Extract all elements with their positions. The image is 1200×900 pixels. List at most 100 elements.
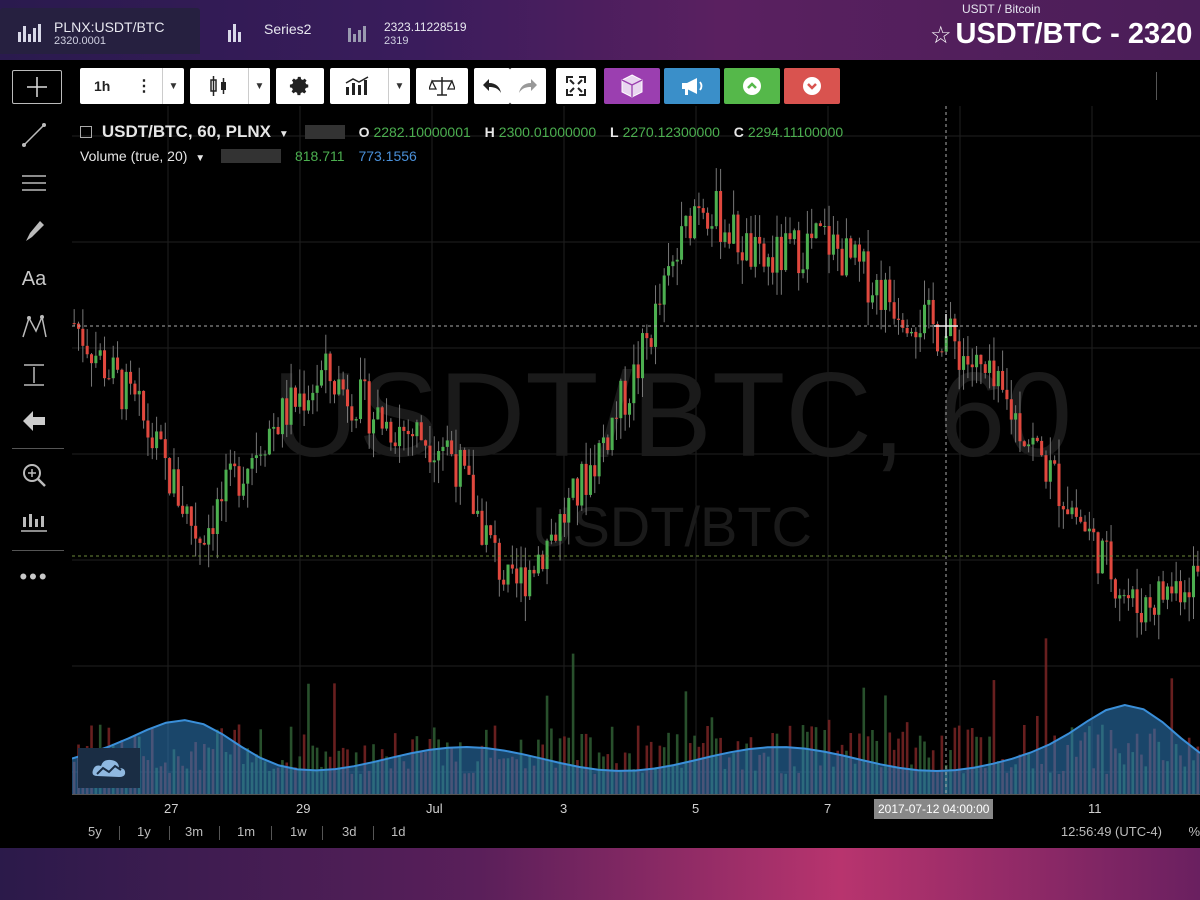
high-label: H bbox=[484, 124, 495, 140]
redo-icon bbox=[519, 79, 537, 93]
tab-volume-series[interactable]: 2323.11228519 2319 bbox=[330, 8, 490, 54]
candle bbox=[1074, 507, 1078, 517]
chart-type-select[interactable]: ▼ bbox=[190, 68, 270, 104]
chevron-down-icon[interactable]: ▼ bbox=[195, 153, 206, 164]
pattern-tool[interactable] bbox=[14, 310, 54, 344]
candle bbox=[710, 226, 714, 229]
range-1d[interactable]: 1d bbox=[391, 824, 406, 839]
candle bbox=[857, 244, 861, 262]
range-1m[interactable]: 1m bbox=[237, 824, 256, 839]
text-tool[interactable]: Aa bbox=[14, 262, 54, 296]
pair-title-text: USDT/BTC - 2320 bbox=[955, 18, 1193, 50]
candle bbox=[224, 469, 228, 502]
clock[interactable]: 12:56:49 (UTC-4) bbox=[1060, 824, 1162, 839]
volume-bar bbox=[289, 726, 293, 794]
candle bbox=[515, 568, 519, 584]
candle bbox=[1152, 607, 1156, 615]
horizontal-lines-tool[interactable] bbox=[14, 166, 54, 200]
candle bbox=[875, 279, 879, 296]
percent-toggle[interactable]: % bbox=[1188, 824, 1200, 839]
zoom-tool[interactable] bbox=[14, 458, 54, 492]
interval-select[interactable]: 1h ⋮ ▼ bbox=[80, 68, 184, 104]
tab-plnx-usdt-btc[interactable]: PLNX:USDT/BTC 2320.0001 bbox=[0, 8, 200, 54]
legend-actions[interactable] bbox=[221, 149, 282, 163]
tab-series2[interactable]: Series2 bbox=[210, 8, 330, 54]
candle bbox=[936, 324, 940, 352]
logo-badge[interactable] bbox=[78, 748, 140, 788]
scale-icon bbox=[429, 77, 455, 96]
candle bbox=[1009, 399, 1013, 420]
chevron-down-icon[interactable]: ▼ bbox=[278, 129, 289, 140]
candle bbox=[133, 383, 137, 395]
volume-label[interactable]: Volume (true, 20) bbox=[80, 148, 188, 164]
candle bbox=[619, 380, 623, 419]
toolbar-overflow[interactable] bbox=[1150, 68, 1200, 104]
range-1w[interactable]: 1w bbox=[290, 824, 307, 839]
candle bbox=[688, 215, 692, 239]
range-1y[interactable]: 1y bbox=[137, 824, 151, 839]
candle bbox=[497, 542, 501, 580]
candle bbox=[471, 474, 475, 514]
remove-tool[interactable] bbox=[14, 404, 54, 438]
more-tools[interactable]: ••• bbox=[14, 560, 54, 594]
price-chart[interactable]: USDT/BTC, 60 USDT/BTC bbox=[72, 106, 1200, 794]
compare-button[interactable] bbox=[416, 68, 468, 104]
candle bbox=[168, 458, 172, 494]
brush-tool[interactable] bbox=[14, 214, 54, 248]
undo-button[interactable] bbox=[474, 68, 510, 104]
buy-button[interactable] bbox=[724, 68, 780, 104]
candle bbox=[367, 381, 371, 434]
candle bbox=[558, 514, 562, 541]
candle bbox=[372, 419, 376, 434]
candle bbox=[849, 238, 853, 258]
indicators-icon bbox=[345, 76, 369, 95]
candle bbox=[458, 449, 462, 487]
collapse-icon[interactable] bbox=[80, 126, 92, 138]
star-icon[interactable]: ☆ bbox=[930, 22, 952, 49]
announce-button[interactable] bbox=[664, 68, 720, 104]
close-label: C bbox=[733, 124, 744, 140]
cube-button[interactable] bbox=[604, 68, 660, 104]
range-3d[interactable]: 3d bbox=[342, 824, 357, 839]
divider bbox=[119, 826, 120, 840]
chart-settings-tool[interactable] bbox=[14, 506, 54, 540]
x-tick-label: 3 bbox=[560, 801, 568, 816]
fullscreen-button[interactable] bbox=[556, 68, 596, 104]
measure-tool[interactable] bbox=[14, 358, 54, 392]
megaphone-icon bbox=[682, 78, 703, 95]
candle bbox=[198, 538, 202, 543]
candle bbox=[562, 514, 566, 523]
candle bbox=[389, 421, 393, 443]
candle bbox=[896, 318, 900, 320]
legend-actions[interactable] bbox=[304, 125, 345, 139]
volume-bar bbox=[966, 729, 970, 794]
candle bbox=[627, 403, 632, 415]
redo-button[interactable] bbox=[510, 68, 546, 104]
candle bbox=[549, 534, 553, 541]
candle bbox=[1196, 565, 1200, 572]
candle bbox=[610, 417, 614, 451]
candle bbox=[714, 191, 718, 227]
candle bbox=[719, 191, 723, 242]
candle bbox=[580, 463, 584, 506]
crosshair-tool[interactable] bbox=[12, 70, 62, 104]
volume-bar bbox=[571, 653, 575, 794]
candle bbox=[870, 295, 874, 303]
volume-bar bbox=[975, 736, 978, 794]
candle bbox=[1070, 507, 1074, 515]
range-3m[interactable]: 3m bbox=[185, 824, 204, 839]
symbol-label[interactable]: USDT/BTC, 60, PLNX bbox=[101, 122, 271, 141]
volume-bar bbox=[918, 735, 922, 794]
candle bbox=[1161, 581, 1165, 600]
candle bbox=[1001, 370, 1005, 390]
volume-bar bbox=[589, 737, 592, 794]
candle bbox=[662, 275, 666, 305]
indicators-select[interactable]: ▼ bbox=[330, 68, 410, 104]
trendline-tool[interactable] bbox=[14, 118, 54, 152]
settings-button[interactable] bbox=[276, 68, 324, 104]
sell-button[interactable] bbox=[784, 68, 840, 104]
candle bbox=[254, 455, 258, 459]
candle bbox=[1031, 437, 1035, 445]
divider bbox=[271, 826, 272, 840]
range-5y[interactable]: 5y bbox=[88, 824, 102, 839]
